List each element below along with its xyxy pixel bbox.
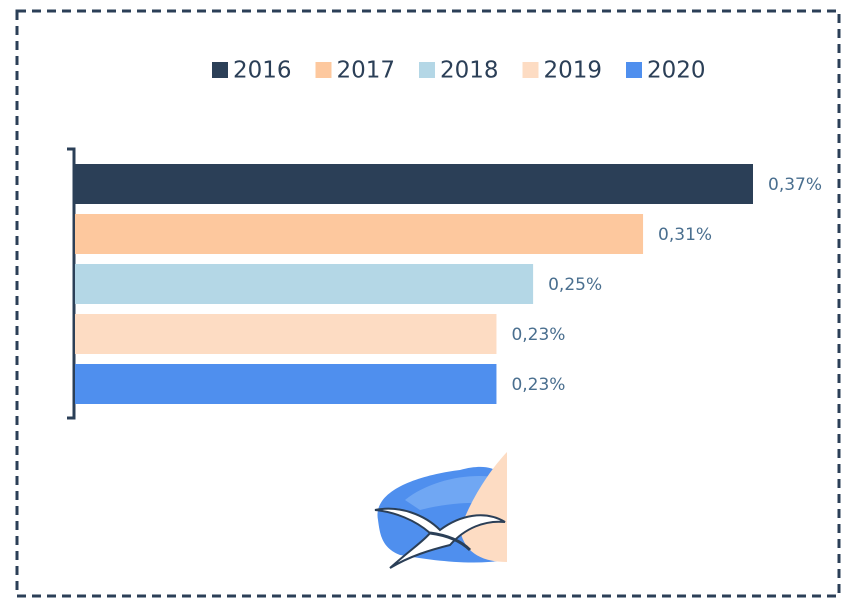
value-label: 0,37% (768, 175, 822, 195)
legend-swatch (626, 62, 642, 78)
legend-swatch (522, 62, 539, 78)
legend-label: 2019 (544, 58, 603, 84)
bar (75, 364, 497, 404)
axis-bracket (67, 147, 76, 420)
value-label: 0,23% (511, 375, 565, 395)
legend-label: 2018 (440, 58, 499, 84)
value-label: 0,23% (511, 325, 565, 345)
bar (75, 314, 497, 354)
bar (75, 214, 644, 254)
bar (75, 164, 753, 204)
legend-label: 2017 (337, 58, 396, 84)
value-label: 0,25% (548, 275, 602, 295)
legend-label: 2016 (233, 58, 292, 84)
legend-label: 2020 (647, 58, 706, 84)
legend-swatch (315, 62, 332, 78)
legend-swatch (419, 62, 435, 78)
legend-swatch (212, 62, 228, 78)
bar (75, 264, 534, 304)
illustration (374, 452, 507, 569)
value-label: 0,31% (658, 225, 712, 245)
frame (15, 9, 841, 598)
